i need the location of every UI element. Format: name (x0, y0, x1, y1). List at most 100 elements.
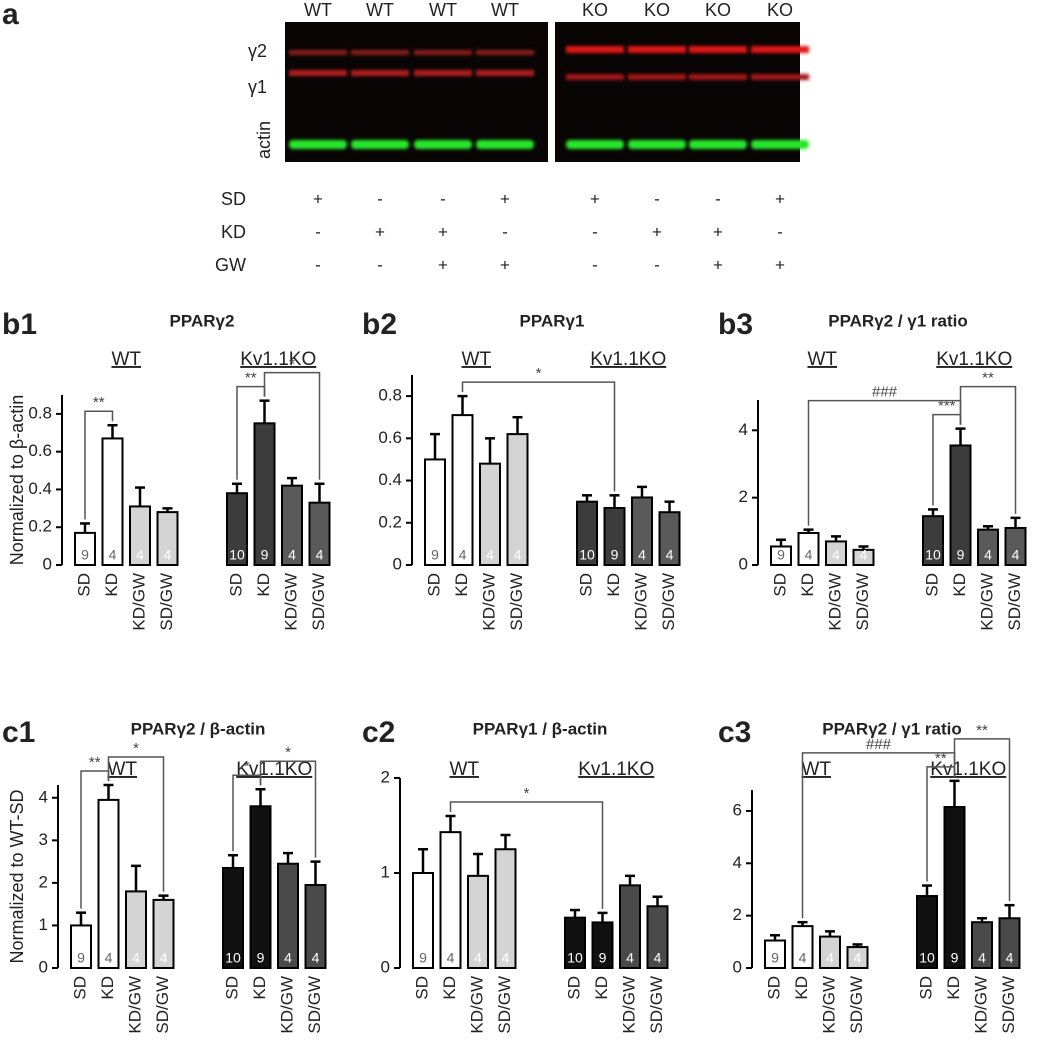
y-tick-label: 0 (393, 554, 402, 573)
x-tick-label: SD/GW (647, 976, 666, 1034)
condition-mark: + (375, 222, 385, 241)
significance-label: * (285, 744, 291, 761)
chart-title: PPARγ2 / γ1 ratio (828, 311, 968, 330)
group-label: Kv1.1KO (578, 759, 654, 780)
x-tick-label: SD (916, 976, 935, 1000)
band-gamma2 (751, 46, 809, 53)
condition-mark: - (377, 189, 383, 208)
significance-label: *** (938, 398, 956, 415)
sample-size: 9 (431, 547, 439, 563)
sample-size: 4 (474, 950, 482, 966)
y-tick-label: 0.4 (378, 470, 402, 489)
sample-size: 10 (229, 547, 245, 563)
condition-mark: - (377, 255, 383, 274)
y-tick-label: 1 (381, 862, 390, 881)
y-tick-label: 2 (739, 487, 748, 506)
blot-image (285, 22, 800, 162)
x-tick-label: SD (222, 976, 241, 1000)
x-tick-label: KD/GW (825, 573, 844, 631)
y-tick-label: 0.2 (28, 517, 52, 536)
lane-label: WT (304, 0, 332, 20)
lane-label: KO (582, 0, 608, 20)
x-tick-label: SD (764, 976, 783, 1000)
x-tick-label: SD/GW (309, 573, 328, 631)
sample-size: 9 (957, 547, 965, 563)
sample-size: 10 (567, 950, 583, 966)
x-tick-label: KD (950, 573, 969, 597)
band-actin (566, 140, 624, 149)
panel-label: c2 (362, 716, 395, 749)
band-actin (628, 140, 686, 149)
sample-size: 10 (579, 547, 595, 563)
significance-label: ** (976, 722, 988, 739)
x-tick-label: SD (74, 573, 93, 597)
x-tick-label: KD (102, 573, 121, 597)
condition-mark: - (654, 189, 660, 208)
group-label: WT (449, 759, 479, 780)
y-tick-label: 2 (381, 767, 390, 786)
y-tick-label: 0.4 (28, 479, 52, 498)
group-label: WT (807, 349, 837, 370)
group-label: Kv1.1KO (240, 349, 316, 370)
lane-label: KO (705, 0, 731, 20)
significance-label: ** (245, 370, 257, 387)
y-tick-label: 0 (733, 957, 742, 976)
group-label: Kv1.1KO (930, 759, 1006, 780)
significance-label: * (133, 740, 139, 757)
significance-bracket (461, 381, 616, 492)
group-label: Kv1.1KO (936, 349, 1012, 370)
band-gamma1 (628, 74, 686, 80)
sample-size: 9 (81, 547, 89, 563)
band-gamma1 (351, 70, 409, 76)
x-tick-label: SD/GW (495, 976, 514, 1034)
band-gamma2 (351, 50, 409, 55)
condition-label: SD (221, 189, 246, 209)
x-tick-label: SD (412, 976, 431, 1000)
sample-size: 4 (160, 950, 168, 966)
x-tick-label: KD/GW (277, 976, 296, 1034)
band-actin (751, 140, 809, 149)
x-tick-label: SD/GW (1005, 573, 1024, 631)
significance-bracket (107, 756, 165, 892)
x-tick-label: SD (576, 573, 595, 597)
sample-size: 9 (257, 950, 265, 966)
sample-size: 4 (1012, 547, 1020, 563)
x-tick-label: SD (70, 976, 89, 1000)
condition-mark: + (590, 189, 600, 208)
y-tick-label: 0 (739, 554, 748, 573)
sample-size: 9 (771, 950, 779, 966)
sample-size: 4 (284, 950, 292, 966)
sample-size: 4 (826, 950, 834, 966)
x-tick-label: KD/GW (281, 573, 300, 631)
significance-label: * (289, 356, 295, 373)
significance-label: * (524, 785, 530, 802)
bar (249, 805, 272, 969)
group-label: WT (801, 759, 831, 780)
significance-bracket (263, 371, 321, 480)
panel-label: b1 (2, 308, 37, 341)
x-tick-label: KD (254, 573, 273, 597)
sample-size: 10 (225, 950, 241, 966)
band-gamma2 (628, 46, 686, 53)
lane-label: KO (644, 0, 670, 20)
sample-size: 4 (486, 547, 494, 563)
condition-mark: + (438, 222, 448, 241)
band-label: γ1 (248, 77, 267, 97)
bar (506, 433, 529, 566)
x-tick-label: KD (792, 976, 811, 1000)
sample-size: 4 (447, 950, 455, 966)
x-tick-label: KD (452, 573, 471, 597)
lane-label: KO (767, 0, 793, 20)
x-tick-label: KD/GW (125, 976, 144, 1034)
band-actin (351, 140, 409, 149)
sample-size: 10 (919, 950, 935, 966)
x-tick-label: KD/GW (819, 976, 838, 1034)
significance-label: ** (982, 370, 994, 387)
bar (97, 798, 120, 969)
significance-bracket (449, 801, 604, 909)
sample-size: 4 (1006, 950, 1014, 966)
x-tick-label: SD/GW (507, 573, 526, 631)
x-tick-label: SD/GW (847, 976, 866, 1034)
y-tick-label: 0 (39, 957, 48, 976)
sample-size: 4 (459, 547, 467, 563)
